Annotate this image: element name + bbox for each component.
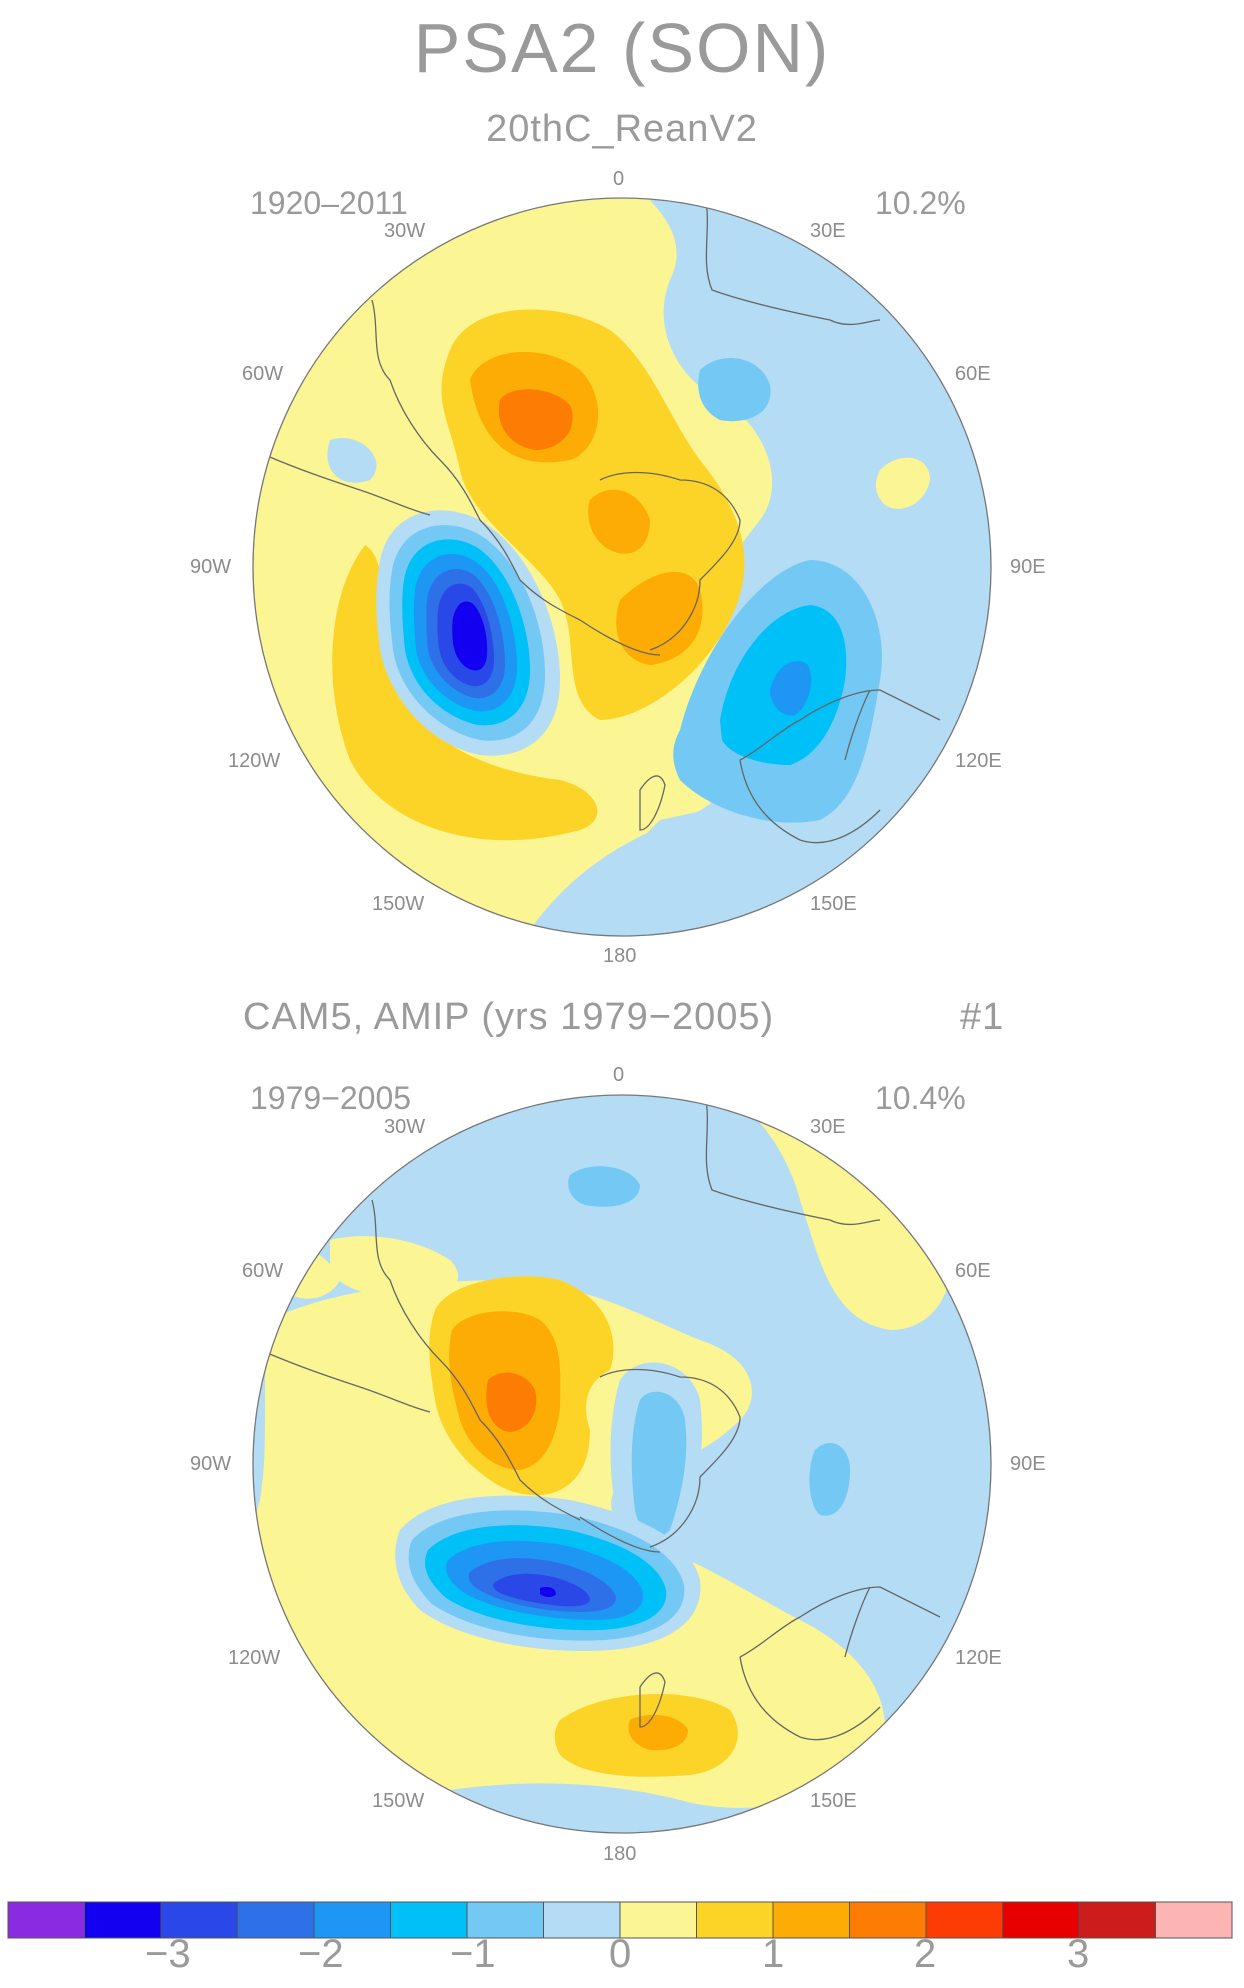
panel-1-lon-30e: 30E — [810, 220, 846, 242]
panel-2-lon-60e: 60E — [955, 1260, 991, 1282]
panel-2-lon-30e: 30E — [810, 1116, 846, 1138]
colorbar-swatch — [7, 1901, 85, 1939]
figure-title: PSA2 (SON) — [413, 9, 831, 87]
panel-1-map — [252, 197, 992, 937]
panel-1-lon-180: 180 — [603, 945, 637, 967]
panel-1-contours — [253, 198, 991, 936]
colorbar-label-1: 1 — [762, 1932, 785, 1976]
panel-2-lon-90e: 90E — [1010, 1453, 1046, 1475]
panel-2-map-border — [252, 1094, 992, 1834]
panel-2-lon-180: 180 — [603, 1843, 637, 1865]
panel-2-lon-150e: 150E — [810, 1790, 857, 1812]
panel-1-lon-120e: 120E — [955, 750, 1002, 772]
colorbar-swatch — [313, 1901, 391, 1939]
panel-1-lon-90w: 90W — [190, 556, 232, 578]
colorbar-swatch — [925, 1901, 1003, 1939]
panel-2-lon-60w: 60W — [242, 1260, 284, 1282]
panel-1-lon-150w: 150W — [372, 893, 425, 915]
colorbar-label-0: 0 — [609, 1932, 632, 1976]
panel-2-variance: 10.4% — [875, 1080, 966, 1116]
colorbar — [7, 1901, 1233, 1939]
panel-2-lon-30w: 30W — [384, 1116, 426, 1138]
panel-1-lon-60w: 60W — [242, 363, 284, 385]
panel-2-period: 1979−2005 — [250, 1080, 412, 1116]
panel-1-lon-90e: 90E — [1010, 556, 1046, 578]
panel-1-lon-60e: 60E — [955, 363, 991, 385]
panel-2-lon-0: 0 — [613, 1064, 625, 1086]
colorbar-label-neg3: −3 — [145, 1932, 191, 1976]
colorbar-swatch — [619, 1901, 697, 1939]
colorbar-swatch — [543, 1901, 621, 1939]
colorbar-swatch — [466, 1901, 544, 1939]
colorbar-swatch — [160, 1901, 238, 1939]
colorbar-swatch — [390, 1901, 468, 1939]
colorbar-label-neg1: −1 — [450, 1932, 496, 1976]
colorbar-swatch — [84, 1901, 162, 1939]
panel-1-coastlines — [264, 198, 941, 844]
panel-1-lon-150e: 150E — [810, 893, 857, 915]
colorbar-swatch — [849, 1901, 927, 1939]
panel-1-lon-120w: 120W — [228, 750, 281, 772]
colorbar-swatch — [237, 1901, 315, 1939]
colorbar-swatch — [696, 1901, 774, 1939]
panel-2-map — [252, 1094, 992, 1834]
panel-2-subtitle: CAM5, AMIP (yrs 1979−2005) — [243, 996, 775, 1038]
panel-2-lon-120w: 120W — [228, 1647, 281, 1669]
panel-2-lon-150w: 150W — [372, 1790, 425, 1812]
panel-2-run-label: #1 — [960, 996, 1005, 1038]
panel-2-contours — [253, 1095, 991, 1833]
colorbar-label-2: 2 — [914, 1932, 937, 1976]
colorbar-swatch — [1155, 1901, 1233, 1939]
colorbar-label-3: 3 — [1067, 1932, 1090, 1976]
panel-1-variance: 10.2% — [875, 185, 966, 221]
panel-1-period: 1920–2011 — [250, 185, 408, 221]
panel-2-lon-120e: 120E — [955, 1647, 1002, 1669]
colorbar-swatch — [1002, 1901, 1080, 1939]
panel-2-lon-90w: 90W — [190, 1453, 232, 1475]
colorbar-swatch — [1078, 1901, 1156, 1939]
panel-1-lon-0: 0 — [613, 168, 625, 190]
panel-1-subtitle: 20thC_ReanV2 — [486, 108, 758, 150]
panel-2-coastlines — [264, 1095, 941, 1741]
colorbar-swatch — [772, 1901, 850, 1939]
colorbar-label-neg2: −2 — [298, 1932, 344, 1976]
panel-1-map-border — [252, 197, 992, 937]
panel-1-lon-30w: 30W — [384, 220, 426, 242]
